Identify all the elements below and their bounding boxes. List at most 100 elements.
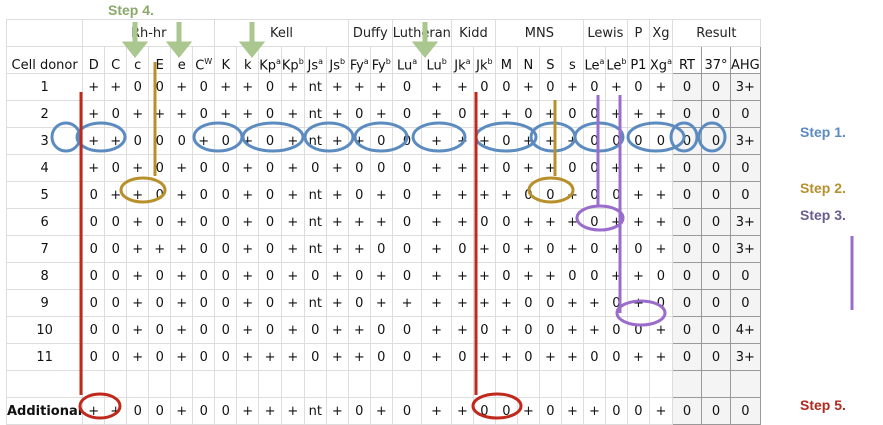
reaction-cell: 0 xyxy=(192,397,216,425)
reaction-cell: 0 xyxy=(369,343,393,371)
result-cell: 0 xyxy=(700,262,731,290)
reaction-cell: 0 xyxy=(104,343,128,371)
empty-cell xyxy=(280,370,305,398)
result-cell: 0 xyxy=(671,289,702,317)
reaction-cell: + xyxy=(538,154,562,182)
antigen-header: C xyxy=(104,46,128,74)
result-cell: 0 xyxy=(671,235,702,263)
reaction-cell: 0 xyxy=(516,316,540,344)
reaction-cell: + xyxy=(236,235,260,263)
reaction-cell: 0 xyxy=(369,154,393,182)
antigen-header: s xyxy=(560,46,584,74)
result-header: AHG xyxy=(729,46,761,74)
reaction-cell: 0 xyxy=(148,343,172,371)
antigen-header: Kpa xyxy=(258,46,282,74)
reaction-cell: + xyxy=(560,208,584,236)
empty-cell xyxy=(450,370,474,398)
reaction-cell: 0 xyxy=(104,100,128,128)
reaction-cell: 0 xyxy=(214,127,238,155)
donor-id: 4 xyxy=(5,154,84,182)
reaction-cell: + xyxy=(325,343,349,371)
reaction-cell: + xyxy=(538,100,562,128)
reaction-cell: + xyxy=(648,316,673,344)
result-cell: 0 xyxy=(700,235,731,263)
result-cell: 0 xyxy=(671,181,702,209)
empty-cell xyxy=(369,370,393,398)
reaction-cell: + xyxy=(421,343,452,371)
reaction-cell: 0 xyxy=(214,154,238,182)
reaction-cell: 0 xyxy=(258,262,282,290)
reaction-cell: 0 xyxy=(347,154,371,182)
reaction-cell: nt xyxy=(303,289,327,317)
reaction-cell: nt xyxy=(303,181,327,209)
result-cell: 3+ xyxy=(729,208,761,236)
table-row: 4 +0 +0 +0 0 +0 +0 +0 0 0 + + +0 + +0 0 + + +0 0 0 xyxy=(5,154,761,182)
result-cell: 0 xyxy=(700,100,731,128)
reaction-cell: + xyxy=(516,208,540,236)
reaction-cell: 0 xyxy=(214,289,238,317)
reaction-cell: + xyxy=(369,208,393,236)
reaction-cell: 0 xyxy=(347,262,371,290)
reaction-cell: 0 xyxy=(472,208,496,236)
reaction-cell: + xyxy=(82,154,106,182)
reaction-cell: + xyxy=(516,127,540,155)
reaction-cell: + xyxy=(450,181,474,209)
reaction-cell: 0 xyxy=(148,154,172,182)
antigen-header: c xyxy=(126,46,150,74)
reaction-cell: + xyxy=(538,127,562,155)
reaction-cell: 0 xyxy=(258,154,282,182)
empty-cell xyxy=(560,370,584,398)
reaction-cell: + xyxy=(170,316,194,344)
reaction-cell: 0 xyxy=(258,127,282,155)
empty-cell xyxy=(325,370,349,398)
result-cell: 0 xyxy=(700,127,731,155)
reaction-cell: + xyxy=(280,208,305,236)
result-cell: 0 xyxy=(729,262,761,290)
empty-cell xyxy=(421,370,452,398)
donor-id: 7 xyxy=(5,235,84,263)
result-cell: 0 xyxy=(671,127,702,155)
table-row: 10 0 0 +0 +0 0 +0 +0 + +0 0 + +0 +0 0 + +0 0 +0 0 4+ xyxy=(5,316,761,344)
reaction-cell: 0 xyxy=(104,262,128,290)
reaction-cell: 0 xyxy=(369,127,393,155)
reaction-cell: 0 xyxy=(582,100,606,128)
reaction-cell: + xyxy=(560,181,584,209)
empty-cell xyxy=(82,370,106,398)
reaction-cell: + xyxy=(450,154,474,182)
reaction-cell: + xyxy=(126,208,150,236)
reaction-cell: 0 xyxy=(214,262,238,290)
result-cell: 0 xyxy=(700,289,731,317)
reaction-cell: + xyxy=(604,262,628,290)
antigen-header: Kpb xyxy=(280,46,305,74)
reaction-cell: + xyxy=(236,343,260,371)
reaction-cell: 0 xyxy=(391,181,423,209)
reaction-cell: 0 xyxy=(604,181,628,209)
reaction-cell: 0 xyxy=(126,397,150,425)
reaction-cell: + xyxy=(494,181,518,209)
reaction-cell: + xyxy=(560,289,584,317)
reaction-cell: + xyxy=(236,154,260,182)
antigen-header: Fyb xyxy=(369,46,393,74)
reaction-cell: 0 xyxy=(516,289,540,317)
reaction-cell: 0 xyxy=(472,316,496,344)
reaction-cell: + xyxy=(560,73,584,101)
result-cell: 0 xyxy=(700,343,731,371)
reaction-cell: + xyxy=(347,127,371,155)
reaction-cell: 0 xyxy=(391,100,423,128)
reaction-cell: + xyxy=(170,181,194,209)
empty-cell xyxy=(126,370,150,398)
antigen-header: Jsa xyxy=(303,46,327,74)
result-cell: 0 xyxy=(671,154,702,182)
result-cell: 0 xyxy=(671,343,702,371)
reaction-cell: 0 xyxy=(148,262,172,290)
reaction-cell: nt xyxy=(303,235,327,263)
reaction-cell: + xyxy=(560,397,584,425)
reaction-cell: + xyxy=(421,397,452,425)
result-cell: 0 xyxy=(700,316,731,344)
reaction-cell: 0 xyxy=(192,316,216,344)
step4-label: Step 4. xyxy=(108,2,154,18)
reaction-cell: 0 xyxy=(82,316,106,344)
reaction-cell: + xyxy=(104,397,128,425)
reaction-cell: + xyxy=(472,154,496,182)
reaction-cell: + xyxy=(170,343,194,371)
